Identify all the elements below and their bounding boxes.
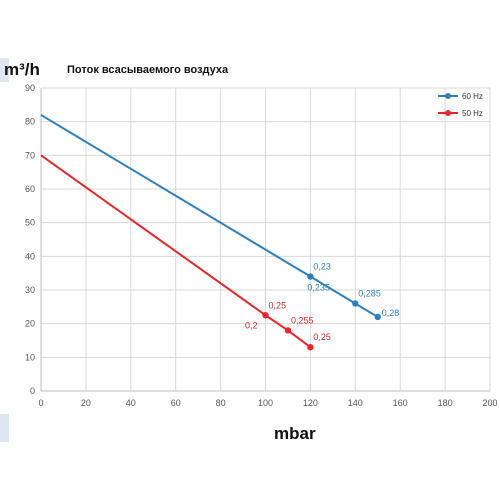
- series-60hz: [40, 114, 381, 321]
- data-point: [307, 344, 314, 351]
- legend-label: 50 Hz: [462, 109, 483, 118]
- data-point: [307, 273, 314, 280]
- y-tick-label: 40: [25, 251, 35, 261]
- data-point: [374, 313, 381, 321]
- series-50hz: [40, 154, 314, 351]
- legend-swatch-marker: [445, 93, 451, 99]
- data-point: [284, 327, 292, 334]
- x-tick-label: 200: [482, 398, 497, 408]
- x-tick-label: 0: [38, 398, 43, 408]
- data-label: 0,25: [269, 300, 287, 310]
- x-tick-label: 40: [126, 398, 136, 408]
- axes: 0 10 20 30 40 50 60 70 80 90 0 20 40 60 80 100 120 140 160…: [25, 83, 498, 408]
- series-line: [40, 114, 379, 318]
- grid: [41, 87, 491, 391]
- x-tick-label: 60: [171, 398, 181, 408]
- data-label: 0,235: [307, 283, 330, 293]
- y-tick-label: 30: [25, 285, 35, 295]
- series-line: [40, 154, 311, 349]
- series-layer: [40, 114, 381, 351]
- legend-swatch-marker: [445, 110, 451, 116]
- y-tick-label: 90: [25, 83, 35, 93]
- y-tick-label: 10: [25, 352, 35, 362]
- x-tick-label: 120: [303, 398, 318, 408]
- data-point: [262, 312, 269, 319]
- x-tick-label: 180: [438, 398, 453, 408]
- y-tick-label: 50: [25, 218, 35, 228]
- x-tick-label: 160: [393, 398, 408, 408]
- data-label: 0,2: [245, 320, 258, 330]
- data-label: 0,23: [313, 262, 331, 272]
- data-label: 0,28: [382, 308, 400, 318]
- y-tick-label: 0: [30, 386, 35, 396]
- y-tick-label: 60: [25, 184, 35, 194]
- y-tick-label: 20: [25, 319, 35, 329]
- x-tick-label: 100: [258, 398, 273, 408]
- legend-label: 60 Hz: [462, 92, 483, 101]
- chart-title: Поток всасываемого воздуха: [67, 64, 229, 76]
- y-tick-label: 80: [25, 117, 35, 127]
- data-point: [352, 300, 359, 307]
- x-tick-label: 20: [81, 398, 91, 408]
- y-axis-unit-label: m³/h: [4, 60, 40, 79]
- legend: 60 Hz 50 Hz: [438, 92, 483, 118]
- data-label: 0,255: [291, 315, 314, 325]
- x-axis-title: mbar: [274, 424, 316, 443]
- side-tab-top: [0, 58, 9, 82]
- data-label: 0,285: [358, 288, 381, 298]
- x-tick-label: 140: [348, 398, 363, 408]
- data-label: 0,25: [313, 332, 331, 342]
- side-tab-bottom: [0, 414, 9, 442]
- x-tick-label: 80: [216, 398, 226, 408]
- y-tick-label: 70: [25, 150, 35, 160]
